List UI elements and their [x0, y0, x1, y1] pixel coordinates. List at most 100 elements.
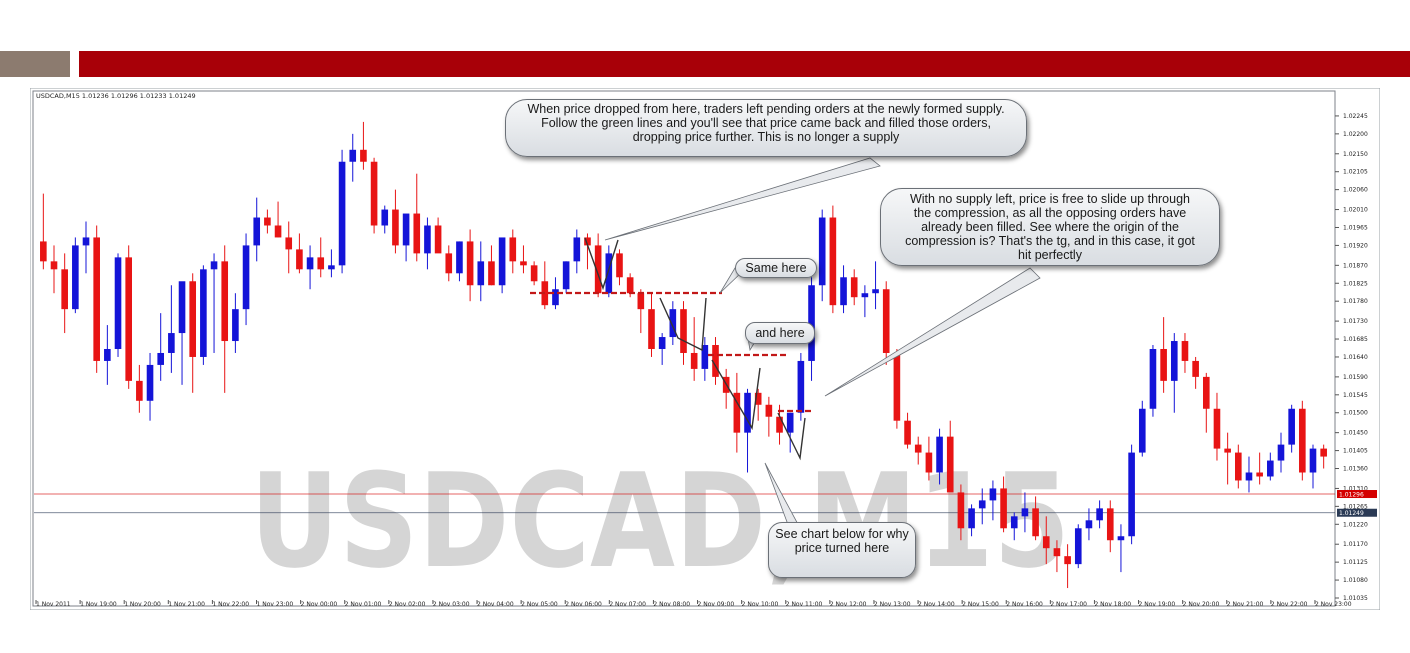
candle-body: [381, 209, 389, 226]
y-tick-label: 1.02105: [1343, 169, 1368, 176]
candle-body: [370, 161, 378, 226]
candle-body: [680, 309, 687, 353]
candle-body: [488, 261, 495, 286]
x-tick-label: 2 Nov 23:00: [1315, 601, 1352, 608]
y-tick-label: 1.02010: [1343, 207, 1368, 214]
y-tick-label: 1.01870: [1343, 262, 1368, 269]
x-tick-label: 2 Nov 07:00: [609, 601, 646, 608]
candle-body: [1096, 508, 1103, 521]
candle-body: [1299, 408, 1306, 473]
candle-body: [797, 360, 805, 413]
candle-body: [808, 285, 815, 361]
candle-body: [626, 277, 634, 294]
candle-body: [1117, 536, 1125, 541]
candle-body: [392, 209, 399, 246]
candlestick-chart: USDCAD,M15 USDCAD,M15 1.01236 1.01296 1.…: [29, 87, 1381, 611]
x-tick-label: 2 Nov 15:00: [962, 601, 999, 608]
candle-body: [1074, 528, 1082, 565]
candle-body: [1064, 556, 1071, 565]
candle-body: [754, 392, 762, 405]
candle-body: [850, 277, 858, 298]
candle-body: [466, 241, 474, 286]
candle-body: [72, 245, 79, 310]
y-tick-label: 1.01080: [1343, 577, 1368, 584]
y-tick-label: 1.01640: [1343, 354, 1368, 361]
y-tick-label: 1.02200: [1343, 131, 1368, 138]
candle-body: [712, 345, 719, 377]
candle-body: [178, 281, 186, 334]
candle-body: [1267, 460, 1274, 477]
candle-body: [1309, 448, 1317, 473]
y-tick-label: 1.01360: [1343, 466, 1368, 473]
x-tick-label: 2 Nov 19:00: [1139, 601, 1176, 608]
candle-body: [456, 241, 463, 274]
candle-body: [306, 257, 314, 270]
candle-body: [946, 436, 954, 493]
candle-body: [669, 309, 677, 338]
candle-body: [1106, 508, 1114, 541]
x-tick-label: 2 Nov 08:00: [653, 601, 690, 608]
y-tick-label: 1.01965: [1343, 224, 1368, 231]
candle-body: [50, 261, 58, 270]
chart-canvas: USDCAD,M15 USDCAD,M15 1.01236 1.01296 1.…: [29, 87, 1381, 611]
callout-pointer: [824, 267, 1041, 397]
candle-body: [584, 237, 591, 246]
candle-body: [648, 309, 655, 349]
candle-body: [1000, 488, 1007, 529]
candle-body: [434, 225, 442, 254]
candle-body: [861, 293, 869, 298]
x-tick-label: 1 Nov 22:00: [212, 601, 249, 608]
candle-body: [872, 289, 879, 294]
y-tick-label: 1.01450: [1343, 430, 1368, 437]
candle-body: [1181, 341, 1189, 361]
price-label: 1.01249: [1339, 510, 1364, 517]
candle-body: [733, 392, 741, 433]
candle-body: [1245, 472, 1253, 481]
trend-line: [711, 359, 761, 431]
x-tick-label: 1 Nov 19:00: [80, 601, 117, 608]
candle-body: [136, 380, 143, 401]
candle-body: [1235, 452, 1242, 481]
x-tick-label: 2 Nov 18:00: [1094, 601, 1131, 608]
y-tick-label: 1.02245: [1343, 113, 1368, 120]
candle-body: [509, 237, 517, 262]
candle-body: [1010, 516, 1018, 529]
candle-body: [1085, 520, 1093, 529]
candle-body: [413, 213, 421, 254]
x-tick-label: 2 Nov 01:00: [345, 601, 382, 608]
candle-body: [690, 352, 698, 369]
callout-and-here: and here: [745, 322, 815, 344]
candle-body: [189, 281, 197, 357]
candle-body: [1032, 508, 1039, 537]
candle-body: [477, 261, 485, 286]
trend-line: [659, 297, 707, 352]
header-accent-left: [0, 51, 70, 77]
candle-body: [232, 309, 239, 342]
x-tick-label: 2 Nov 21:00: [1227, 601, 1264, 608]
candle-body: [893, 352, 901, 421]
x-tick-label: 2 Nov 12:00: [830, 601, 867, 608]
candle-body: [349, 149, 357, 162]
candle-body: [594, 245, 602, 294]
candle-body: [328, 265, 335, 270]
y-tick-label: 1.01780: [1343, 298, 1368, 305]
candle-body: [1288, 408, 1295, 445]
callout-pointer: [604, 157, 881, 241]
x-tick-label: 2 Nov 22:00: [1271, 601, 1308, 608]
price-label-box: [1337, 490, 1377, 499]
candle-body: [221, 261, 229, 342]
x-tick-label: 2 Nov 02:00: [389, 601, 426, 608]
price-label-box: [1337, 508, 1377, 517]
x-tick-label: 2 Nov 13:00: [874, 601, 911, 608]
candle-body: [530, 265, 538, 282]
candle-body: [765, 404, 773, 417]
candle-body: [1192, 360, 1199, 377]
chart-title: USDCAD,M15 1.01236 1.01296 1.01233 1.012…: [36, 92, 196, 100]
candle-body: [776, 416, 783, 433]
candle-body: [424, 225, 431, 254]
y-tick-label: 1.01500: [1343, 410, 1368, 417]
callout-see-chart: See chart below for why price turned her…: [768, 522, 916, 578]
x-tick-label: 2 Nov 05:00: [521, 601, 558, 608]
candle-body: [1053, 548, 1061, 557]
candle-body: [552, 289, 559, 306]
